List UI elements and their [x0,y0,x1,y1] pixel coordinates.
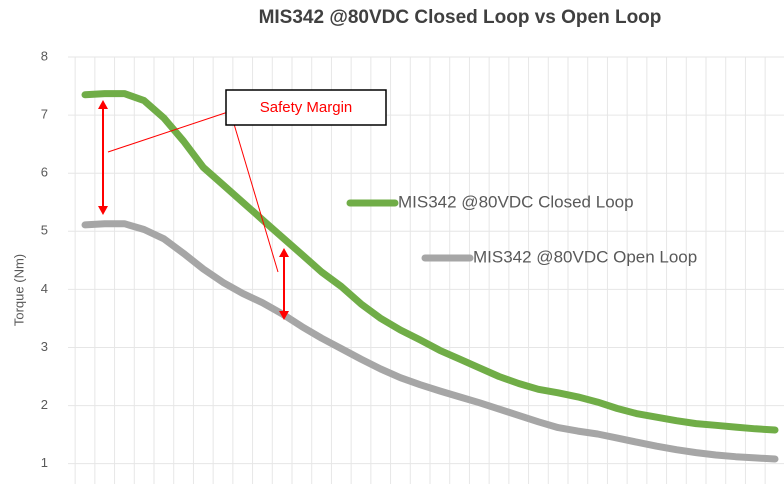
y-tick-label: 7 [41,107,48,122]
arrow-head [279,311,289,320]
y-tick-label: 6 [41,165,48,180]
legend-label: MIS342 @80VDC Open Loop [473,247,697,266]
legend-label: MIS342 @80VDC Closed Loop [398,192,634,211]
series-line [81,90,779,434]
annotation: Safety Margin [260,99,353,116]
y-tick-label: 1 [41,455,48,470]
annotation-box [225,89,387,126]
y-tick-label: 8 [41,48,48,63]
y-tick-label: 5 [41,223,48,238]
arrow-head [98,206,108,215]
y-tick-label: 2 [41,397,48,412]
arrow-head [98,100,108,109]
y-axis-label: Torque (Nm) [11,254,26,326]
pointer [107,111,229,153]
pointer [233,123,279,273]
y-tick-label: 4 [41,281,48,296]
arrow-head [279,248,289,257]
series-line [81,220,779,463]
y-tick-label: 3 [41,339,48,354]
chart-title: MIS342 @80VDC Closed Loop vs Open Loop [259,7,662,28]
